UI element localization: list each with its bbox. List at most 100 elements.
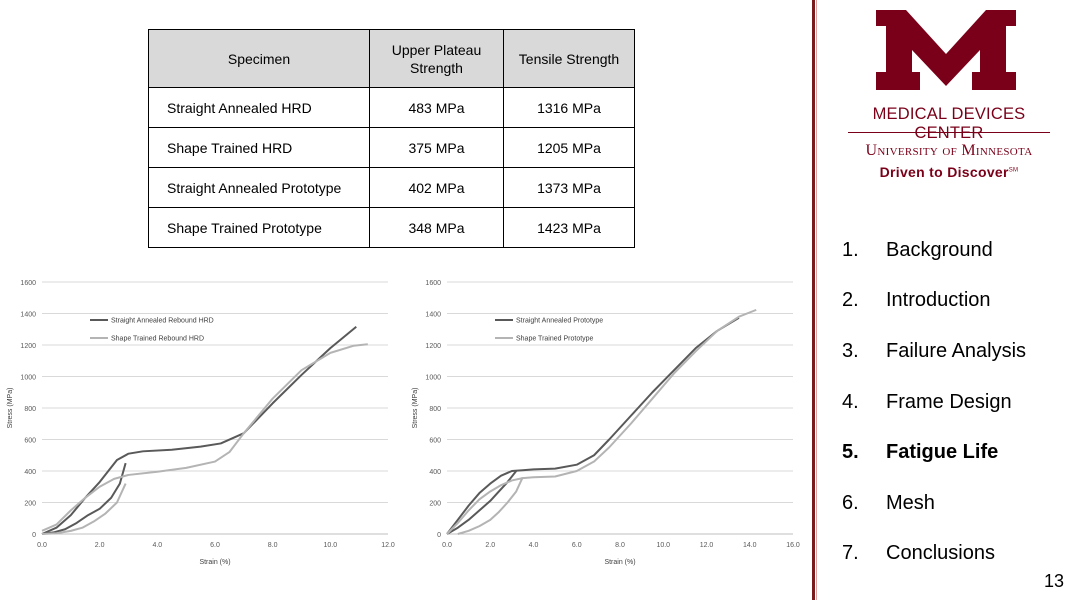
x-tick-label: 12.0 xyxy=(381,542,395,549)
x-tick-label: 14.0 xyxy=(743,542,757,549)
x-axis-title: Strain (%) xyxy=(604,559,635,566)
page-number: 13 xyxy=(1043,571,1064,591)
legend-label: Shape Trained Prototype xyxy=(516,336,594,343)
y-tick-label: 0 xyxy=(437,532,441,539)
y-tick-label: 0 xyxy=(32,532,36,539)
cell-specimen: Shape Trained HRD xyxy=(148,127,370,168)
cell-plateau: 402 MPa xyxy=(369,167,504,208)
nav-item-number: 6. xyxy=(842,491,859,514)
y-tick-label: 1200 xyxy=(20,343,36,350)
nav-item-label: Introduction xyxy=(886,289,991,312)
nav-item-fatigue-life[interactable]: 5. Fatigue Life xyxy=(842,427,1026,478)
tagline-mark: SM xyxy=(1008,167,1019,174)
x-tick-label: 12.0 xyxy=(700,542,714,549)
x-tick-label: 10.0 xyxy=(656,542,670,549)
legend-label: Straight Annealed Rebound HRD xyxy=(111,318,214,325)
hrd-stress-strain-chart: 0 200 400 600 800 1000 1200 1400 1600 0.0 2.0 4.0 6.… xyxy=(0,270,400,575)
nav-item-introduction[interactable]: 2. Introduction xyxy=(842,276,1026,327)
nav-item-label: Conclusions xyxy=(886,542,995,565)
x-axis-title: Strain (%) xyxy=(199,559,230,566)
y-tick-label: 1600 xyxy=(425,280,441,287)
nav-item-number: 5. xyxy=(842,441,859,464)
nav-item-mesh[interactable]: 6. Mesh xyxy=(842,478,1026,529)
university-name: University of Minnesota xyxy=(865,142,1033,159)
cell-plateau: 375 MPa xyxy=(369,127,504,168)
cell-tensile: 1316 MPa xyxy=(503,87,635,128)
university-m-logo: ® xyxy=(876,10,1016,90)
nav-item-conclusions[interactable]: 7. Conclusions xyxy=(842,529,1026,580)
nav-item-label: Mesh xyxy=(886,491,935,514)
vertical-divider-accent xyxy=(816,0,817,600)
nav-item-number: 4. xyxy=(842,390,859,413)
section-nav: 1. Background 2. Introduction 3. Failure An… xyxy=(842,225,1026,579)
nav-item-background[interactable]: 1. Background xyxy=(842,225,1026,276)
cell-specimen: Straight Annealed HRD xyxy=(148,87,370,128)
tagline-text: Driven to Discover xyxy=(879,164,1009,180)
y-tick-label: 600 xyxy=(429,438,441,445)
nav-item-label: Frame Design xyxy=(886,390,1012,413)
legend-label: Straight Annealed Prototype xyxy=(516,318,603,325)
y-tick-label: 200 xyxy=(429,501,441,508)
series-line-2 xyxy=(446,308,757,535)
x-tick-label: 8.0 xyxy=(268,542,278,549)
cell-tensile: 1423 MPa xyxy=(503,207,635,248)
x-tick-label: 4.0 xyxy=(152,542,162,549)
y-tick-label: 1400 xyxy=(20,312,36,319)
y-tick-label: 400 xyxy=(429,469,441,476)
nav-item-number: 3. xyxy=(842,339,859,362)
table-row: Shape Trained HRD 375 MPa 1205 MPa xyxy=(148,127,635,168)
y-tick-label: 1400 xyxy=(425,312,441,319)
y-tick-label: 1000 xyxy=(20,375,36,382)
x-tick-label: 8.0 xyxy=(615,542,625,549)
series-unload-line-1 xyxy=(41,462,127,535)
y-axis-title: Stress (MPa) xyxy=(412,388,419,429)
nav-item-label: Background xyxy=(886,238,993,261)
series-line-1 xyxy=(446,316,740,535)
logo-rule xyxy=(848,132,1050,133)
x-tick-label: 10.0 xyxy=(324,542,338,549)
series-line-2 xyxy=(41,343,368,532)
prototype-stress-strain-chart: 0 200 400 600 800 1000 1200 1400 1600 0.0 2.0 4.0 6.… xyxy=(405,270,805,575)
legend-label: Shape Trained Rebound HRD xyxy=(111,336,204,343)
cell-specimen: Straight Annealed Prototype xyxy=(148,167,370,208)
nav-item-label: Fatigue Life xyxy=(886,441,999,464)
series-unload-line-2 xyxy=(457,476,524,535)
table-header-row: Specimen Upper Plateau Strength Tensile … xyxy=(148,29,635,88)
y-tick-label: 1200 xyxy=(425,343,441,350)
cell-plateau: 348 MPa xyxy=(369,207,504,248)
hrd-chart-svg: 0 200 400 600 800 1000 1200 1400 1600 0.0 2.0 4.0 6.… xyxy=(7,280,395,566)
series-line-1 xyxy=(41,325,357,535)
nav-item-number: 1. xyxy=(842,238,859,261)
cell-tensile: 1373 MPa xyxy=(503,167,635,208)
x-tick-label: 2.0 xyxy=(485,542,495,549)
nav-item-failure-analysis[interactable]: 3. Failure Analysis xyxy=(842,326,1026,377)
table-row: Shape Trained Prototype 348 MPa 1423 MPa xyxy=(148,207,635,248)
cell-plateau: 483 MPa xyxy=(369,87,504,128)
y-tick-label: 600 xyxy=(24,438,36,445)
nav-item-frame-design[interactable]: 4. Frame Design xyxy=(842,377,1026,428)
x-tick-label: 4.0 xyxy=(529,542,539,549)
y-tick-label: 800 xyxy=(429,406,441,413)
series-unload-line-2 xyxy=(41,483,127,535)
header-tensile: Tensile Strength xyxy=(503,29,635,88)
x-tick-label: 2.0 xyxy=(95,542,105,549)
tagline: Driven to DiscoverSM xyxy=(846,164,1052,180)
y-tick-label: 800 xyxy=(24,406,36,413)
x-tick-label: 16.0 xyxy=(786,542,800,549)
header-upper-plateau: Upper Plateau Strength xyxy=(369,29,504,88)
x-tick-label: 0.0 xyxy=(442,542,452,549)
cell-specimen: Shape Trained Prototype xyxy=(148,207,370,248)
x-tick-label: 0.0 xyxy=(37,542,47,549)
x-tick-label: 6.0 xyxy=(572,542,582,549)
table-row: Straight Annealed Prototype 402 MPa 1373… xyxy=(148,167,635,208)
nav-item-number: 7. xyxy=(842,542,859,565)
table-row: Straight Annealed HRD 483 MPa 1316 MPa xyxy=(148,87,635,128)
center-name: MEDICAL DEVICES CENTER xyxy=(872,105,1026,142)
cell-tensile: 1205 MPa xyxy=(503,127,635,168)
y-axis-title: Stress (MPa) xyxy=(7,388,14,429)
y-tick-label: 200 xyxy=(24,501,36,508)
nav-item-number: 2. xyxy=(842,289,859,312)
registered-mark: ® xyxy=(1011,82,1016,90)
vertical-divider xyxy=(812,0,815,600)
properties-table: Specimen Upper Plateau Strength Tensile … xyxy=(148,29,635,248)
